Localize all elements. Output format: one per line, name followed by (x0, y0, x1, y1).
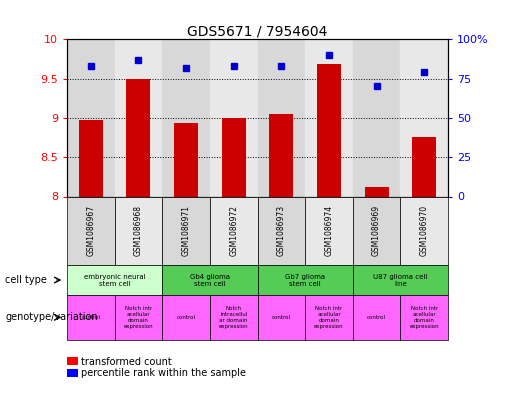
Bar (413, 137, 436, 196)
Bar (222, 118, 246, 196)
Bar (210, 39, 258, 197)
Text: U87 glioma cell
line: U87 glioma cell line (373, 274, 427, 286)
Bar (79, 120, 102, 196)
Text: embryonic neural
stem cell: embryonic neural stem cell (84, 274, 145, 286)
Text: GSM1086971: GSM1086971 (182, 206, 191, 256)
Bar (114, 39, 162, 197)
Text: Notch intr
acellular
domain
expression: Notch intr acellular domain expression (314, 306, 344, 329)
Bar (317, 64, 341, 196)
Text: transformed count: transformed count (81, 356, 172, 367)
Text: genotype/variation: genotype/variation (5, 312, 98, 322)
Bar (258, 39, 305, 197)
Bar (401, 39, 448, 197)
Text: control: control (177, 315, 196, 320)
Text: control: control (81, 315, 100, 320)
Text: control: control (272, 315, 291, 320)
Text: GSM1086974: GSM1086974 (324, 205, 333, 257)
Text: Gb7 glioma
stem cell: Gb7 glioma stem cell (285, 274, 325, 286)
Bar (67, 39, 115, 197)
Text: GSM1086973: GSM1086973 (277, 205, 286, 257)
Bar (365, 187, 388, 196)
Text: GSM1086972: GSM1086972 (229, 206, 238, 256)
Text: Gb4 glioma
stem cell: Gb4 glioma stem cell (190, 274, 230, 286)
Text: cell type: cell type (5, 275, 47, 285)
Text: GSM1086970: GSM1086970 (420, 205, 428, 257)
Bar (353, 39, 401, 197)
Bar (162, 39, 210, 197)
Text: GSM1086968: GSM1086968 (134, 206, 143, 256)
Text: GSM1086967: GSM1086967 (87, 205, 95, 257)
Text: Notch
intracellul
ar domain
expression: Notch intracellul ar domain expression (219, 306, 249, 329)
Bar (127, 79, 150, 196)
Bar (269, 114, 293, 196)
Text: percentile rank within the sample: percentile rank within the sample (81, 368, 246, 378)
Bar (174, 123, 198, 196)
Text: GSM1086969: GSM1086969 (372, 205, 381, 257)
Title: GDS5671 / 7954604: GDS5671 / 7954604 (187, 24, 328, 38)
Text: Notch intr
acellular
domain
expression: Notch intr acellular domain expression (409, 306, 439, 329)
Bar (305, 39, 353, 197)
Text: Notch intr
acellular
domain
expression: Notch intr acellular domain expression (124, 306, 153, 329)
Text: control: control (367, 315, 386, 320)
